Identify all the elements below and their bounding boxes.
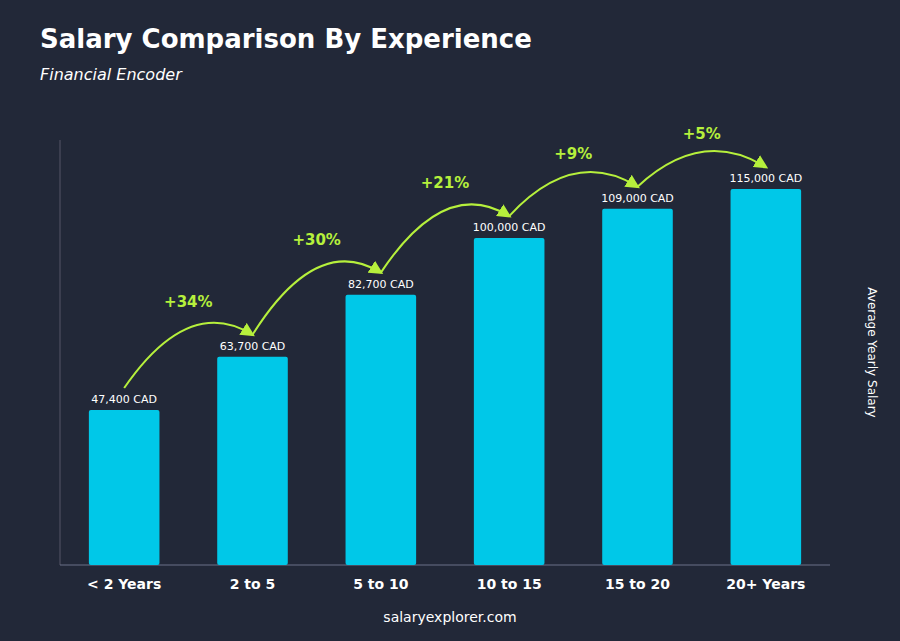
- chart-container: Salary Comparison By Experience Financial…: [0, 0, 900, 641]
- x-tick-label: 15 to 20: [605, 576, 670, 592]
- change-arrow: [253, 261, 381, 334]
- value-label: 115,000 CAD: [729, 172, 802, 185]
- value-label: 63,700 CAD: [220, 340, 286, 353]
- change-arrow: [509, 172, 637, 216]
- value-label: 100,000 CAD: [473, 221, 546, 234]
- subtitle: Financial Encoder: [40, 65, 183, 84]
- chart-svg: Salary Comparison By Experience Financial…: [0, 0, 900, 641]
- title: Salary Comparison By Experience: [40, 24, 532, 54]
- change-arrow: [638, 151, 766, 187]
- change-arrow: [381, 204, 509, 272]
- x-tick-label: 10 to 15: [477, 576, 542, 592]
- change-label: +9%: [554, 145, 592, 163]
- value-label: 82,700 CAD: [348, 278, 414, 291]
- footer: salaryexplorer.com: [383, 609, 516, 625]
- value-label: 109,000 CAD: [601, 192, 674, 205]
- y-axis-label: Average Yearly Salary: [865, 287, 879, 417]
- x-tick-label: 20+ Years: [726, 576, 805, 592]
- bar: [346, 295, 417, 565]
- x-axis-line: [60, 565, 830, 566]
- bar: [602, 209, 673, 565]
- bars: [89, 189, 801, 565]
- y-axis-line: [60, 140, 61, 565]
- bar: [89, 410, 160, 565]
- x-tick-label: 2 to 5: [230, 576, 276, 592]
- x-tick-label: < 2 Years: [87, 576, 161, 592]
- x-tick-label: 5 to 10: [353, 576, 409, 592]
- background: [0, 0, 900, 641]
- bar: [217, 357, 288, 565]
- value-label: 47,400 CAD: [91, 393, 157, 406]
- bar: [731, 189, 802, 565]
- bar: [474, 238, 545, 565]
- change-label: +5%: [683, 125, 721, 143]
- change-label: +34%: [164, 293, 212, 311]
- change-arrow: [124, 323, 252, 388]
- change-label: +21%: [421, 174, 469, 192]
- change-label: +30%: [292, 231, 340, 249]
